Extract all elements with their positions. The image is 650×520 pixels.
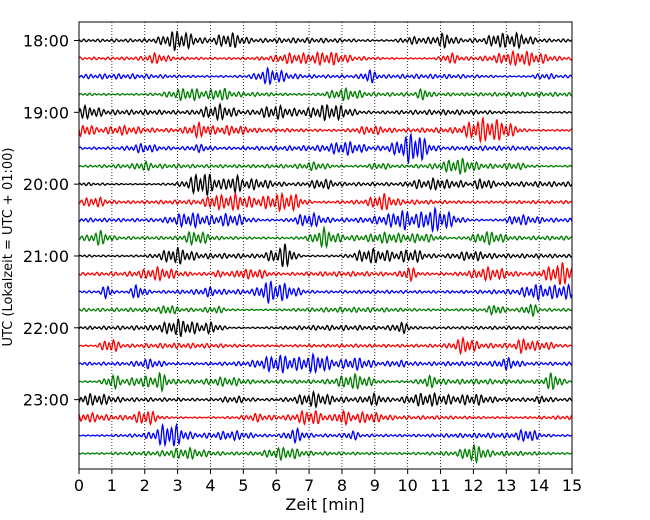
y-tick-label: 18:00: [23, 32, 69, 51]
seismogram-trace: [78, 303, 573, 318]
y-tick-label: 20:00: [23, 175, 69, 194]
seismogram-trace: [78, 102, 573, 122]
x-tick-label: 3: [173, 476, 183, 495]
y-tick-label: 22:00: [23, 319, 69, 338]
x-tick-label: 7: [304, 476, 314, 495]
seismogram-trace: [78, 86, 573, 102]
y-tick-label: 19:00: [23, 103, 69, 122]
x-tick-label: 5: [238, 476, 248, 495]
seismogram-trace: [78, 352, 573, 375]
seismogram-trace: [78, 389, 573, 409]
y-axis-ticks: 18:00 19:00 20:00 21:00 22:00 23:00: [23, 32, 79, 410]
seismogram-trace: [78, 422, 573, 448]
seismogram-trace: [78, 371, 573, 393]
seismogram-trace: [78, 157, 573, 176]
seismogram-trace: [78, 30, 573, 52]
x-axis-ticks: 0 1 2 3 4 5 6 7 8 9 10 11 12 13 14 15: [74, 469, 582, 495]
seismogram-trace: [78, 205, 573, 234]
x-tick-label: 14: [529, 476, 549, 495]
seismogram-trace: [78, 243, 573, 269]
seismogram-trace: [78, 49, 573, 67]
seismogram-trace: [78, 132, 573, 165]
x-axis-label: Zeit [min]: [285, 495, 364, 514]
grid-layer: [111, 22, 540, 469]
y-tick-label: 23:00: [23, 391, 69, 410]
x-tick-label: 6: [271, 476, 281, 495]
x-tick-label: 12: [463, 476, 483, 495]
y-axis-label: UTC (Lokalzeit = UTC + 01:00): [1, 148, 16, 347]
seismogram-trace: [78, 318, 573, 338]
seismogram-trace: [78, 280, 573, 305]
x-tick-label: 0: [74, 476, 84, 495]
x-tick-label: 13: [496, 476, 516, 495]
seismogram-trace: [78, 191, 573, 213]
seismogram-trace: [78, 409, 573, 427]
seismogram-trace: [78, 443, 573, 465]
x-tick-label: 15: [562, 476, 582, 495]
x-tick-label: 11: [430, 476, 450, 495]
seismogram-trace: [78, 336, 573, 356]
seismogram-trace: [78, 262, 573, 286]
y-tick-label: 21:00: [23, 247, 69, 266]
x-tick-label: 8: [337, 476, 347, 495]
seismogram-trace: [78, 115, 573, 144]
plot-frame: [78, 21, 573, 470]
x-tick-label: 4: [205, 476, 215, 495]
x-tick-label: 1: [107, 476, 117, 495]
seismogram-trace: [78, 225, 573, 250]
trace-layer: [78, 30, 573, 465]
x-tick-label: 10: [397, 476, 417, 495]
x-tick-label: 9: [370, 476, 380, 495]
seismogram-trace: [78, 66, 573, 86]
seismogram-trace: [78, 172, 573, 196]
x-tick-label: 2: [140, 476, 150, 495]
